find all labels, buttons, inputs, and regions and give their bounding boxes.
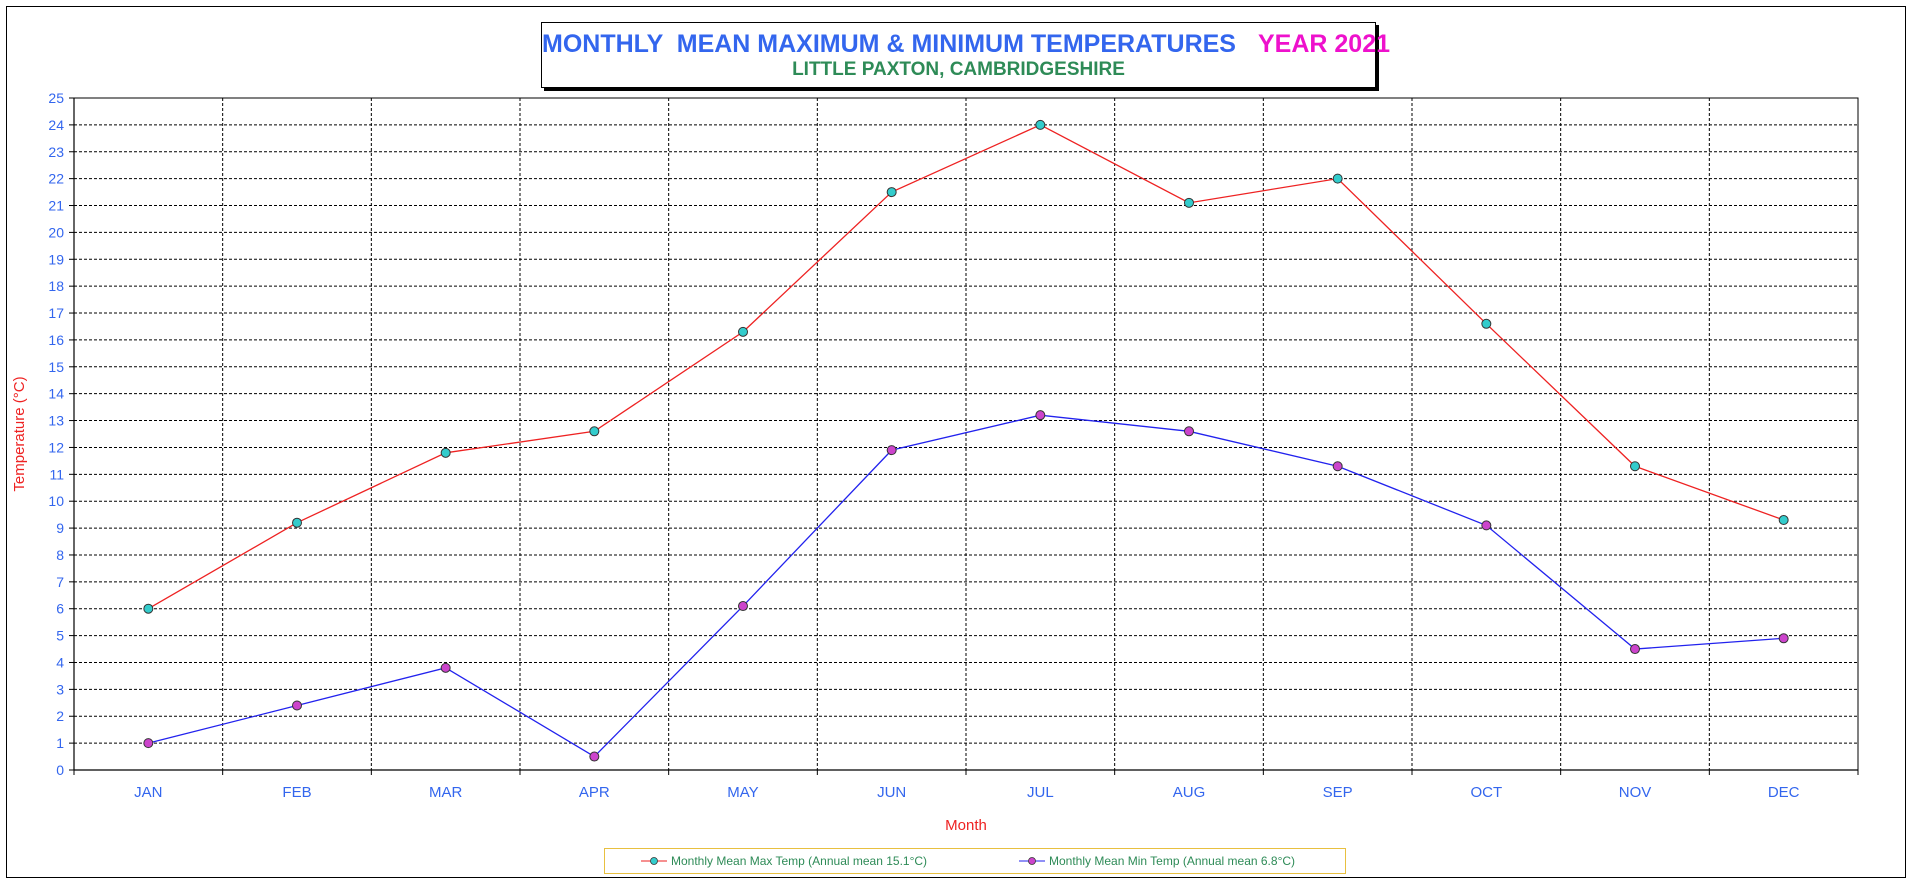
legend-item-min: Monthly Mean Min Temp (Annual mean 6.8°C… [1019,849,1295,873]
y-tick-label: 2 [56,708,64,724]
data-point-max [1332,173,1343,184]
data-point-min [1184,426,1194,437]
y-tick-label: 9 [56,520,64,536]
y-tick-label: 6 [56,601,64,617]
y-tick-label: 1 [56,735,64,751]
legend-marker-min [1019,857,1045,865]
y-tick-label: 22 [48,171,64,187]
x-axis-label: Month [945,817,987,834]
legend-label-min: Monthly Mean Min Temp (Annual mean 6.8°C… [1049,854,1296,868]
y-tick-label: 7 [56,574,64,590]
legend-item-max: Monthly Mean Max Temp (Annual mean 15.1°… [641,849,927,873]
data-point-min [886,445,897,456]
x-tick-label: DEC [1768,784,1800,801]
data-point-max [1630,461,1640,472]
x-tick-label: APR [579,784,610,801]
data-point-min [1481,520,1492,531]
series-line-max [148,124,1784,610]
chart-title-box: MONTHLY MEAN MAXIMUM & MINIMUM TEMPERATU… [541,22,1390,88]
data-point-min [1630,644,1640,655]
y-axis-label: Temperature (°C) [11,376,28,491]
data-point-max [886,187,897,198]
series-line-min [148,414,1784,758]
x-tick-label: MAY [727,784,758,801]
data-point-min [1332,461,1343,472]
data-point-max [589,426,600,437]
y-tick-label: 4 [56,654,64,670]
y-tick-label: 11 [49,466,64,482]
y-tick-label: 13 [48,413,64,429]
legend-marker-max [641,857,667,865]
data-point-max [1184,197,1194,208]
x-tick-label: AUG [1173,784,1206,801]
data-point-min [292,700,302,711]
y-tick-label: 20 [48,224,64,240]
y-tick-label: 19 [48,251,64,267]
y-tick-label: 3 [56,681,64,697]
y-tick-label: 18 [48,278,64,294]
chart-subtitle: LITTLE PAXTON, CAMBRIDGESHIRE [792,59,1125,80]
y-tick-label: 21 [48,198,64,214]
y-tick-label: 17 [48,305,64,321]
data-point-min [1778,633,1789,644]
x-tick-label: SEP [1323,784,1353,801]
data-point-min [143,738,154,749]
x-tick-label: MAR [429,784,463,801]
y-tick-label: 5 [56,628,64,644]
y-tick-label: 23 [48,144,64,160]
y-tick-label: 8 [56,547,64,563]
chart-title: MONTHLY MEAN MAXIMUM & MINIMUM TEMPERATU… [542,30,1236,58]
y-tick-label: 24 [48,117,64,133]
y-tick-label: 10 [48,493,64,509]
x-tick-label: JAN [134,784,162,801]
data-point-max [1778,515,1789,526]
data-point-min [1035,410,1046,421]
data-point-max [143,603,154,614]
data-point-max [440,447,451,458]
y-tick-label: 14 [48,386,64,402]
data-point-max [738,326,748,337]
data-point-min [738,601,748,612]
y-tick-label: 0 [56,762,64,778]
y-tick-label: 25 [48,90,64,106]
data-point-min [440,662,451,673]
y-tick-label: 15 [48,359,64,375]
x-tick-label: NOV [1619,784,1652,801]
data-point-max [1035,119,1046,130]
x-tick-label: JUL [1027,784,1054,801]
data-point-min [589,751,600,762]
legend-label-max: Monthly Mean Max Temp (Annual mean 15.1°… [671,854,928,868]
data-point-max [1481,318,1492,329]
y-tick-label: 16 [48,332,64,348]
legend: Monthly Mean Max Temp (Annual mean 15.1°… [604,848,1346,874]
x-tick-label: FEB [282,784,311,801]
data-point-max [292,517,302,528]
x-tick-label: JUN [877,784,906,801]
chart-title-year: YEAR 2021 [1257,30,1391,58]
x-tick-label: OCT [1470,784,1502,801]
y-tick-label: 12 [48,439,64,455]
